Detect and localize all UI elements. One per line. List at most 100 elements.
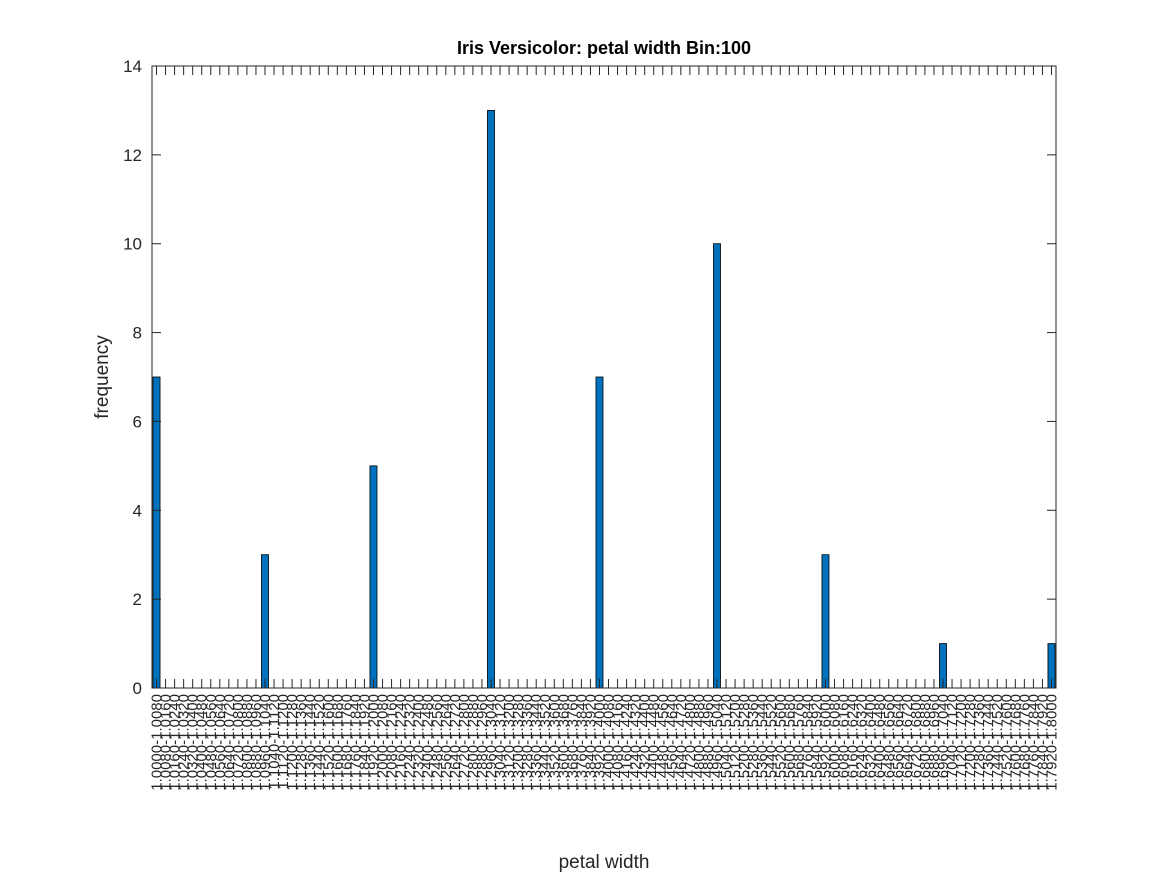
x-tick-label: 1.1600-1.1680 — [329, 694, 346, 791]
x-tick-label: 1.0400-1.0480 — [194, 694, 211, 791]
x-tick-label: 1.4880-1.4960 — [700, 694, 717, 791]
x-tick-label: 1.3840-1.3920 — [582, 694, 599, 791]
x-tick-label: 1.4720-1.4800 — [682, 694, 699, 791]
x-tick-label: 1.1040-1.1120 — [266, 694, 283, 790]
x-tick-label: 1.2160-1.2240 — [393, 694, 410, 791]
x-tick-label: 1.7280-1.7360 — [971, 694, 988, 791]
x-tick-label: 1.4560-1.4640 — [664, 694, 681, 791]
x-tick-label: 1.6880-1.6960 — [926, 694, 943, 791]
x-tick-label: 1.1200-1.1280 — [284, 694, 301, 791]
chart-title: Iris Versicolor: petal width Bin:100 — [457, 38, 751, 58]
x-tick-label: 1.1920-1.2000 — [365, 694, 382, 791]
y-ticks-group: 0 2 4 6 8 10 12 14 — [123, 57, 1056, 698]
y-tick-label: 6 — [133, 412, 142, 431]
bar — [487, 110, 495, 689]
x-tick-label: 1.3040-1.3120 — [492, 694, 509, 791]
y-tick-label: 2 — [133, 590, 142, 609]
x-tick-label: 1.0160-1.0240 — [167, 694, 184, 791]
x-tick-label: 1.6240-1.6320 — [854, 694, 871, 791]
x-tick-label: 1.6080-1.6160 — [836, 694, 853, 791]
x-tick-label: 1.7040-1.7120 — [944, 694, 961, 791]
x-tick-label: 1.7680-1.7760 — [1016, 694, 1033, 791]
x-tick-label: 1.1520-1.1600 — [320, 694, 337, 791]
y-tick-label: 12 — [123, 146, 142, 165]
x-tick-label: 1.6480-1.6560 — [881, 694, 898, 791]
x-tick-label: 1.0080-1.0160 — [158, 694, 175, 791]
x-tick-label: 1.0720-1.0800 — [230, 694, 247, 791]
x-tick-label: 1.5840-1.5920 — [808, 694, 825, 791]
x-tick-label: 1.3680-1.3760 — [564, 694, 581, 791]
y-tick-label: 4 — [133, 501, 142, 520]
x-tick-label: 1.2240-1.2320 — [402, 694, 419, 791]
x-tick-label: 1.4400-1.4480 — [646, 694, 663, 791]
x-tick-label: 1.7440-1.7520 — [989, 694, 1006, 791]
y-tick-label: 8 — [133, 324, 142, 343]
x-tick-label: 1.1360-1.1440 — [302, 694, 319, 791]
x-tick-label: 1.6800-1.6880 — [917, 694, 934, 791]
x-tick-label: 1.4240-1.4320 — [628, 694, 645, 791]
x-tick-label: 1.3120-1.3200 — [501, 694, 518, 791]
x-tick-label: 1.5440-1.5520 — [763, 694, 780, 791]
x-tick-label: 1.2400-1.2480 — [420, 694, 437, 791]
y-tick-label: 14 — [123, 57, 142, 76]
x-tick-label: 1.5360-1.5440 — [754, 694, 771, 791]
x-tick-label: 1.1120-1.1200 — [275, 694, 292, 790]
x-tick-label: 1.5120-1.5200 — [727, 694, 744, 791]
x-tick-label: 1.3200-1.3280 — [510, 694, 527, 791]
y-axis-label: frequency — [92, 335, 113, 419]
x-tick-label: 1.7360-1.7440 — [980, 694, 997, 791]
x-tick-label: 1.2880-1.2960 — [474, 694, 491, 791]
x-tick-label: 1.4480-1.4560 — [655, 694, 672, 791]
bar — [369, 465, 378, 689]
x-tick-label: 1.0320-1.0400 — [185, 694, 202, 791]
x-tick-label: 1.3440-1.3520 — [537, 694, 554, 791]
bar — [713, 243, 721, 689]
x-tick-label: 1.7600-1.7680 — [1007, 694, 1024, 791]
x-tick-label: 1.0960-1.1040 — [257, 694, 274, 791]
x-tick-label: 1.5920-1.6000 — [817, 694, 834, 791]
x-tick-label: 1.1760-1.1840 — [347, 694, 364, 791]
x-tick-label: 1.2560-1.2640 — [438, 694, 455, 791]
x-tick-label: 1.0560-1.0640 — [212, 694, 229, 791]
x-tick-label: 1.0640-1.0720 — [221, 694, 238, 791]
x-tick-label: 1.3920-1.4000 — [591, 694, 608, 791]
x-tick-label: 1.4800-1.4880 — [691, 694, 708, 791]
x-tick-label: 1.5760-1.5840 — [799, 694, 816, 791]
axes-box — [151, 65, 1057, 689]
x-tick-label: 1.2720-1.2800 — [456, 694, 473, 791]
x-tick-label: 1.2640-1.2720 — [447, 694, 464, 791]
x-tick-label: 1.2800-1.2880 — [465, 694, 482, 791]
x-tick-label: 1.6560-1.6640 — [890, 694, 907, 791]
x-tick-label: 1.6960-1.7040 — [935, 694, 952, 791]
x-tick-label: 1.2000-1.2080 — [375, 694, 392, 791]
x-tick-label: 1.1440-1.1520 — [311, 694, 328, 791]
x-tick-label: 1.5680-1.5760 — [790, 694, 807, 791]
x-tick-label: 1.2960-1.3040 — [483, 694, 500, 791]
x-tick-label: 1.5280-1.5360 — [745, 694, 762, 791]
x-tick-label: 1.5600-1.5680 — [781, 694, 798, 791]
x-tick-label: 1.0480-1.0560 — [203, 694, 220, 791]
x-tick-label: 1.0240-1.0320 — [176, 694, 193, 791]
x-tick-label: 1.3600-1.3680 — [555, 694, 572, 791]
x-tick-label: 1.6640-1.6720 — [899, 694, 916, 791]
x-tick-label: 1.6000-1.6080 — [827, 694, 844, 791]
x-tick-label: 1.0880-1.0960 — [248, 694, 265, 791]
x-tick-label: 1.5200-1.5280 — [736, 694, 753, 791]
x-tick-label: 1.4160-1.4240 — [619, 694, 636, 791]
x-tick-label: 1.7920-1.8000 — [1043, 694, 1060, 791]
bar — [595, 376, 604, 689]
x-ticks-group: 1.0000-1.00801.0080-1.01601.0160-1.02401… — [149, 66, 1060, 791]
x-tick-label: 1.7120-1.7200 — [953, 694, 970, 791]
x-tick-label: 1.3360-1.3440 — [528, 694, 545, 791]
x-tick-label: 1.4000-1.4080 — [601, 694, 618, 791]
x-tick-label: 1.6400-1.6480 — [872, 694, 889, 791]
x-tick-label: 1.7760-1.7840 — [1025, 694, 1042, 791]
x-tick-label: 1.6160-1.6240 — [845, 694, 862, 791]
x-tick-label: 1.5040-1.5120 — [718, 694, 735, 791]
x-tick-label: 1.1280-1.1360 — [293, 694, 310, 791]
x-tick-label: 1.6720-1.6800 — [908, 694, 925, 791]
x-tick-label: 1.1840-1.1920 — [356, 694, 373, 791]
x-tick-label: 1.4960-1.5040 — [709, 694, 726, 791]
plot-area — [152, 66, 1056, 688]
